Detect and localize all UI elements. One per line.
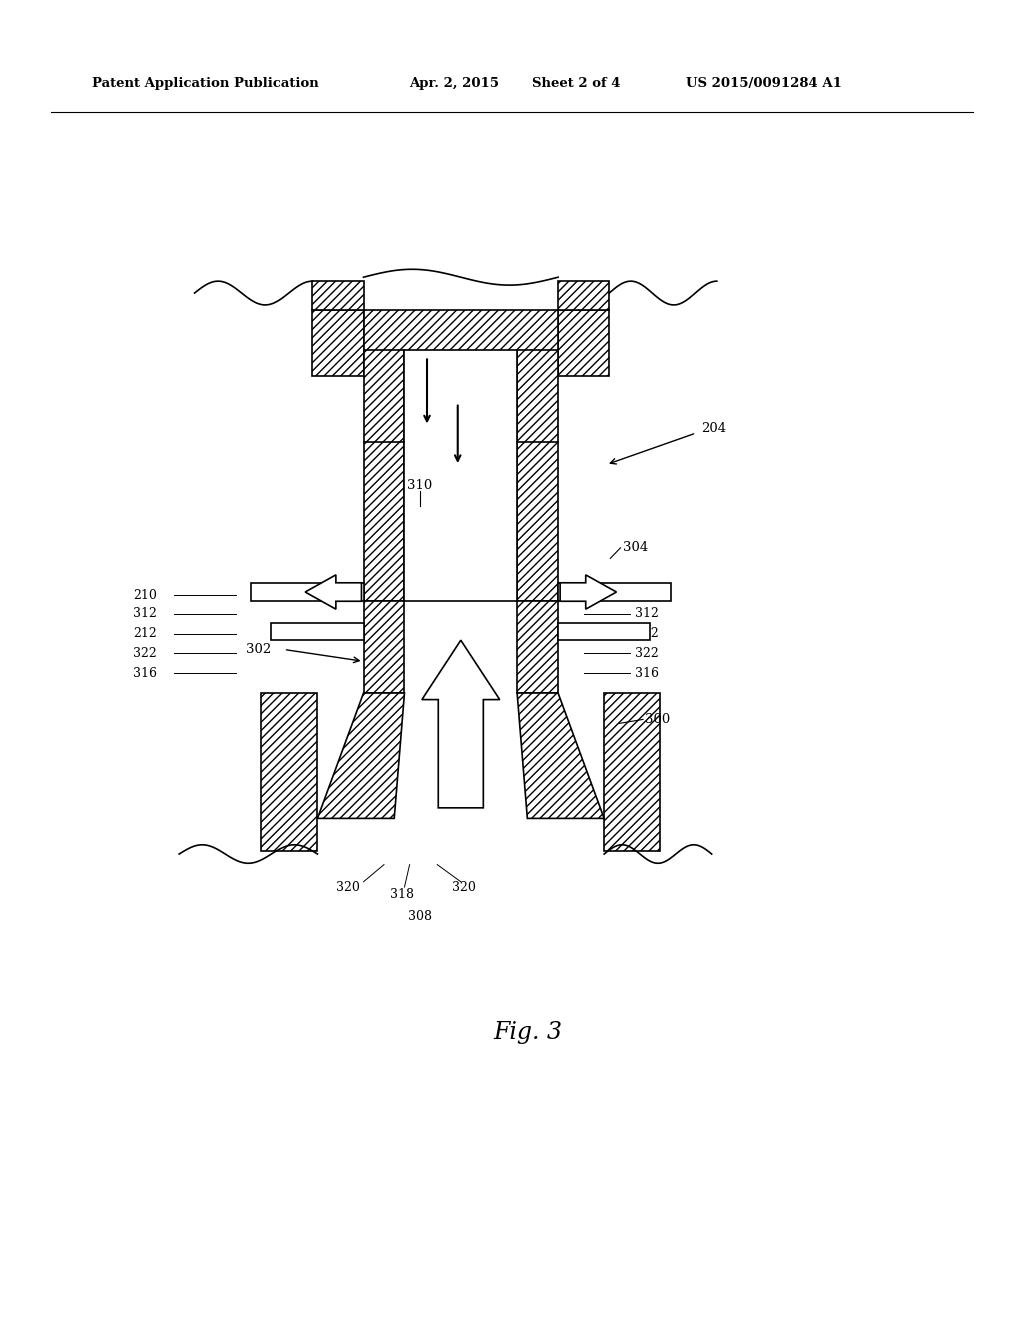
Bar — [517, 350, 558, 601]
Text: 210: 210 — [635, 589, 658, 602]
Bar — [312, 310, 364, 376]
Text: 322: 322 — [635, 647, 658, 660]
Text: Fig. 3: Fig. 3 — [493, 1020, 562, 1044]
Bar — [251, 583, 364, 601]
Bar — [364, 310, 558, 376]
Text: 310: 310 — [408, 479, 432, 492]
Text: 320: 320 — [452, 880, 476, 894]
Text: 212: 212 — [635, 627, 658, 640]
Text: US 2015/0091284 A1: US 2015/0091284 A1 — [686, 77, 842, 90]
Text: 204: 204 — [701, 422, 727, 436]
Bar — [558, 310, 609, 376]
Text: 322: 322 — [133, 647, 157, 660]
Polygon shape — [317, 693, 404, 818]
Bar — [604, 693, 660, 851]
Text: 212: 212 — [133, 627, 157, 640]
Bar — [261, 693, 317, 851]
Bar — [558, 583, 671, 601]
Text: 308: 308 — [408, 909, 432, 923]
Polygon shape — [305, 574, 361, 609]
Bar — [558, 281, 609, 310]
Bar — [364, 350, 404, 601]
Polygon shape — [422, 640, 500, 808]
Text: 302: 302 — [246, 643, 271, 656]
Bar — [517, 601, 558, 693]
Polygon shape — [517, 693, 604, 818]
Text: 312: 312 — [133, 607, 157, 620]
Bar — [364, 601, 404, 693]
Text: 312: 312 — [635, 607, 658, 620]
Bar — [312, 281, 364, 310]
Text: 316: 316 — [635, 667, 658, 680]
Bar — [558, 623, 650, 640]
Text: 304: 304 — [623, 541, 648, 554]
Text: 316: 316 — [133, 667, 157, 680]
Text: Sheet 2 of 4: Sheet 2 of 4 — [532, 77, 621, 90]
Text: Patent Application Publication: Patent Application Publication — [92, 77, 318, 90]
Polygon shape — [560, 574, 616, 609]
Text: 318: 318 — [390, 888, 415, 902]
Text: 210: 210 — [133, 589, 157, 602]
Text: Apr. 2, 2015: Apr. 2, 2015 — [410, 77, 500, 90]
Bar — [271, 623, 364, 640]
Text: 300: 300 — [645, 713, 671, 726]
Bar — [404, 350, 517, 601]
Text: 320: 320 — [336, 880, 360, 894]
